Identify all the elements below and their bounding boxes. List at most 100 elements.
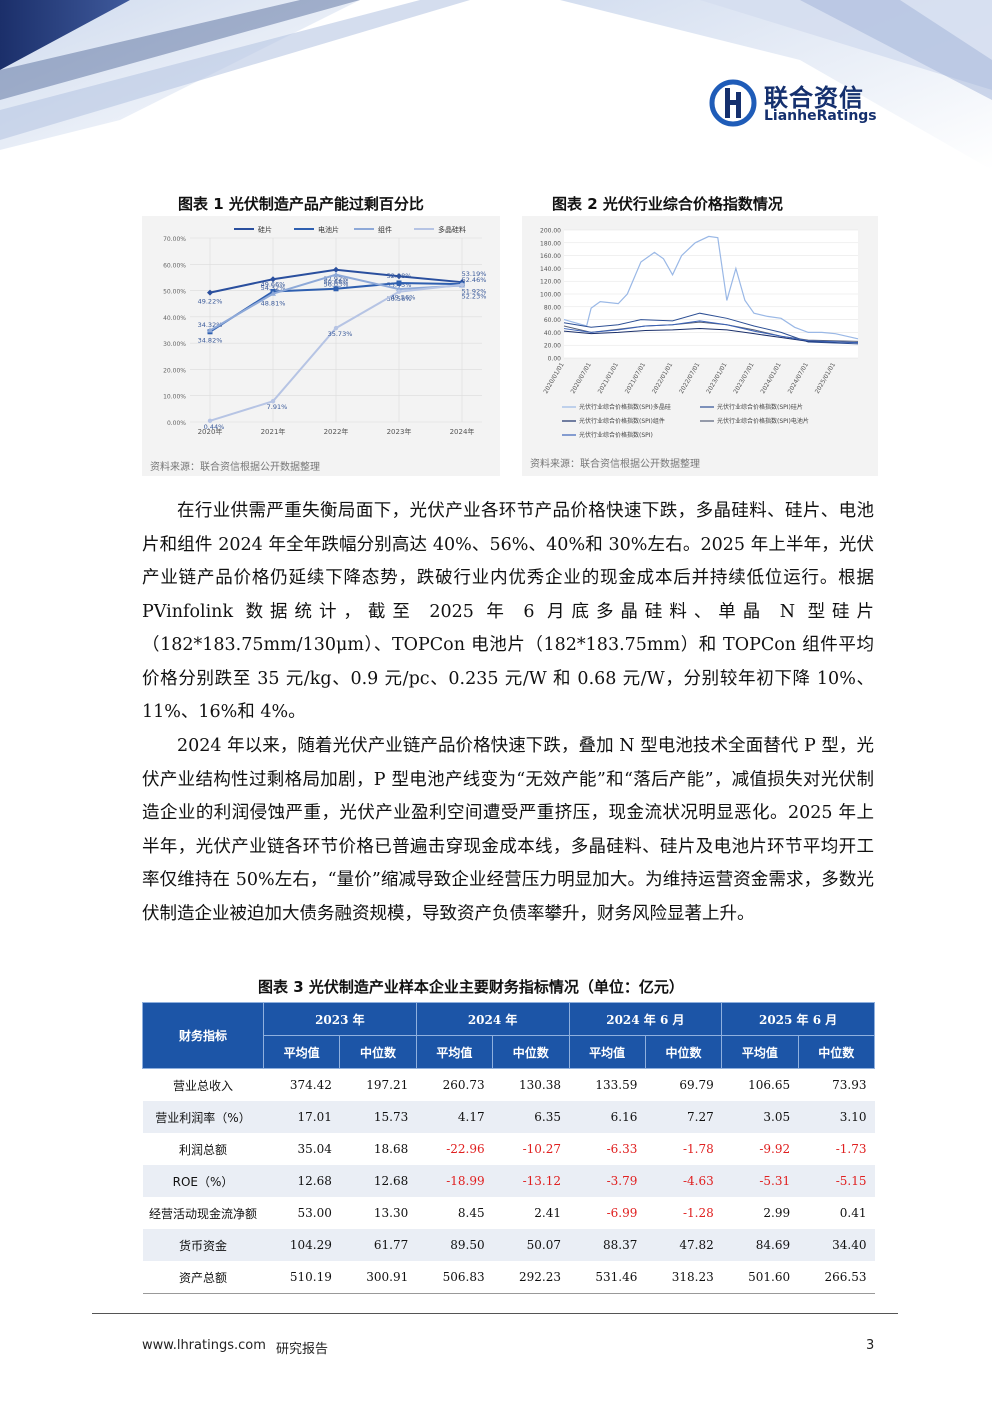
x-tick-label: 2022/07/01 (678, 361, 701, 395)
legend-label: 光伏行业综合价格指数(SPI) (579, 431, 653, 439)
table-cell: 292.23 (492, 1261, 569, 1294)
table-cell: 104.29 (263, 1229, 340, 1261)
x-tick-label: 2021/07/01 (624, 361, 647, 395)
corner-header: 财务指标 (142, 1002, 264, 1069)
table-cell: 510.19 (263, 1261, 340, 1294)
x-tick-label: 2021年 (261, 427, 286, 436)
data-label: 54.32% (261, 284, 286, 292)
table-cell: 4.17 (416, 1101, 493, 1133)
figure1-caption: 图表 1 光伏制造产品产能过剩百分比 (178, 195, 424, 213)
x-tick-label: 2020/01/01 (542, 361, 565, 395)
row-label: 营业总收入 (172, 1078, 233, 1093)
table-cell: -4.63 (645, 1165, 722, 1197)
data-label: 7.91% (267, 403, 288, 411)
body-paragraph-2: 2024 年以来，随着光伏产业链产品价格快速下跌，叠加 N 型电池技术全面替代 … (142, 730, 874, 931)
x-tick-label: 2023/01/01 (705, 361, 728, 395)
row-label: ROE（%） (142, 1165, 264, 1197)
table-row: 资产总额 510.19 300.91 506.83 292.23 531.46 318.23… (142, 1261, 875, 1294)
table-cell: 12.68 (263, 1165, 340, 1197)
data-label: 50.68% (324, 278, 349, 286)
y-tick-label: 30.00% (163, 341, 186, 348)
logo-english: LianheRatings (764, 108, 877, 124)
figure1-source: 资料来源：联合资信根据公开数据整理 (150, 462, 320, 473)
x-tick-label: 2022年 (324, 427, 349, 436)
y-tick-label: 100.00 (540, 292, 561, 299)
table-cell: 6.16 (569, 1101, 646, 1133)
legend-label: 光伏行业综合价格指数(SPI)硅片 (717, 403, 803, 411)
x-tick-label: 2020/07/01 (570, 361, 593, 395)
data-label: 52.46% (462, 276, 487, 284)
sub-header: 中位数 (339, 1035, 417, 1069)
table-cell: -9.92 (759, 1142, 791, 1156)
y-tick-label: 80.00 (544, 304, 561, 311)
table-cell: 318.23 (645, 1261, 722, 1294)
table3-caption: 图表 3 光伏制造产业样本企业主要财务指标情况（单位：亿元） (258, 978, 684, 996)
figure2-chart: 0.00 20.00 40.00 60.00 80.00 100.00 120.00 140.… (540, 228, 859, 439)
table-cell: 3.10 (798, 1101, 875, 1133)
legend-label: 组件 (378, 225, 392, 234)
table-row: 货币资金 104.29 61.77 89.50 50.07 88.37 47.82 84.69… (142, 1229, 875, 1261)
footer-divider (92, 1313, 898, 1314)
legend-label: 光伏行业综合价格指数(SPI)电池片 (717, 417, 809, 425)
table-cell: 18.68 (373, 1142, 409, 1156)
period-header: 2023 年 (263, 1002, 417, 1036)
table-row: ROE（%） 12.68 12.68 -18.99 -13.12 -3.79 -4.63 -5… (142, 1165, 875, 1197)
header-decoration (0, 0, 992, 170)
data-label: 34.82% (198, 336, 223, 344)
row-label: 经营活动现金流净额 (148, 1206, 257, 1221)
data-point (459, 282, 465, 287)
data-point (333, 325, 339, 331)
table-cell: 197.21 (366, 1078, 409, 1092)
period-header: 2024 年 6 月 (568, 1002, 723, 1036)
sub-header: 中位数 (797, 1035, 876, 1069)
x-tick-label: 2022/01/01 (651, 361, 674, 395)
y-tick-label: 70.00% (163, 236, 186, 243)
table-cell: 106.65 (748, 1078, 791, 1092)
y-tick-label: 160.00 (540, 253, 561, 260)
table-cell: -10.27 (522, 1142, 561, 1156)
data-point (270, 290, 276, 296)
series-line (563, 320, 859, 344)
data-label: 57.92% (324, 275, 349, 283)
table-cell: 88.37 (569, 1229, 646, 1261)
y-tick-label: 20.00% (163, 367, 186, 374)
series-line (563, 235, 859, 340)
table-row: 营业总收入 374.42 197.21 260.73 130.38 133.59 69.79… (143, 1069, 875, 1102)
table-cell: -18.99 (416, 1165, 493, 1197)
table-cell: 6.35 (492, 1101, 569, 1133)
y-tick-label: 10.00% (163, 394, 186, 401)
row-label: 营业利润率（%） (142, 1101, 264, 1133)
y-tick-label: 40.00 (544, 330, 561, 337)
x-tick-label: 2023/07/01 (732, 361, 755, 395)
period-header: 2025 年 6 月 (721, 1002, 875, 1036)
table-cell: 133.59 (595, 1078, 638, 1092)
table-cell: -1.78 (682, 1142, 714, 1156)
table-cell: 8.45 (457, 1206, 485, 1220)
y-tick-label: 200.00 (540, 228, 561, 235)
page-number: 3 (866, 1338, 875, 1353)
data-label: 51.92% (462, 288, 487, 296)
legend-label: 光伏行业综合价格指数(SPI)多晶硅 (579, 403, 671, 411)
x-tick-label: 2024/07/01 (787, 361, 810, 395)
figure2-source: 资料来源：联合资信根据公开数据整理 (530, 459, 700, 470)
footer-url[interactable]: www.lhratings.com (142, 1338, 266, 1353)
data-point (396, 280, 402, 286)
table-cell: 300.91 (339, 1261, 417, 1294)
table-cell: 3.05 (721, 1101, 799, 1133)
legend-label: 光伏行业综合价格指数(SPI)组件 (579, 417, 665, 425)
data-point (207, 289, 213, 296)
table-cell: 2.99 (763, 1206, 791, 1220)
table-cell: 0.41 (839, 1206, 867, 1220)
x-tick-label: 2024/01/01 (759, 361, 782, 395)
series-line (563, 328, 859, 344)
x-tick-label: 2025/01/01 (814, 361, 837, 395)
period-header: 2024 年 (415, 1002, 570, 1036)
sub-header: 中位数 (492, 1035, 570, 1069)
table-cell: 266.53 (798, 1261, 875, 1294)
table-cell: 73.93 (832, 1078, 867, 1092)
data-point (207, 327, 213, 333)
table-cell: 17.01 (263, 1101, 340, 1133)
x-tick-label: 2020年 (198, 427, 223, 436)
table-cell: 69.79 (679, 1078, 714, 1092)
y-tick-label: 50.00% (163, 289, 186, 296)
